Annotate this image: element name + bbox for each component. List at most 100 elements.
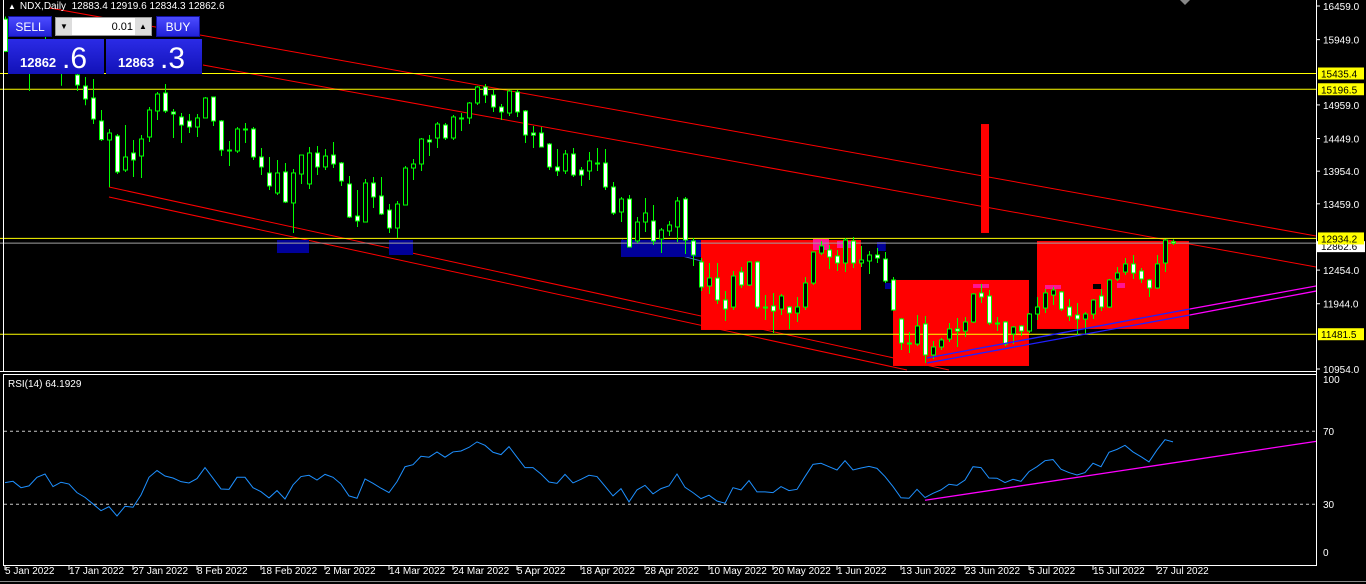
candle[interactable] <box>179 113 184 144</box>
candle[interactable] <box>843 237 848 273</box>
candle[interactable] <box>675 196 680 243</box>
candle[interactable] <box>435 121 440 148</box>
candle[interactable] <box>1067 298 1072 322</box>
candle[interactable] <box>531 126 536 148</box>
candle[interactable] <box>587 151 592 181</box>
candle[interactable] <box>291 169 296 233</box>
candle[interactable] <box>963 316 968 338</box>
candle[interactable] <box>339 162 344 186</box>
candle[interactable] <box>827 244 832 269</box>
candle[interactable] <box>939 338 944 351</box>
candle[interactable] <box>451 115 456 140</box>
zone-rectangle[interactable] <box>877 242 886 251</box>
candle[interactable] <box>899 317 904 351</box>
candle[interactable] <box>283 163 288 203</box>
candle[interactable] <box>683 196 688 255</box>
candle[interactable] <box>1019 325 1024 337</box>
candle[interactable] <box>563 150 568 175</box>
candle[interactable] <box>723 290 728 322</box>
candle[interactable] <box>123 125 128 172</box>
support-trendline[interactable] <box>1189 285 1316 310</box>
candle[interactable] <box>779 293 784 316</box>
candle[interactable] <box>875 248 880 263</box>
candle[interactable] <box>971 292 976 323</box>
candle[interactable] <box>1139 267 1144 284</box>
candle[interactable] <box>459 113 464 132</box>
rsi-panel[interactable] <box>4 430 1317 517</box>
candle[interactable] <box>1123 258 1128 275</box>
candle[interactable] <box>923 315 928 363</box>
candle[interactable] <box>355 189 360 227</box>
candle[interactable] <box>867 250 872 274</box>
candle[interactable] <box>91 78 96 125</box>
candle[interactable] <box>491 90 496 112</box>
candle[interactable] <box>203 96 208 119</box>
candle[interactable] <box>707 262 712 294</box>
support-trendline[interactable] <box>1189 290 1316 316</box>
zone-rectangle[interactable] <box>893 279 1029 366</box>
candle[interactable] <box>643 198 648 232</box>
candle[interactable] <box>555 149 560 176</box>
candle[interactable] <box>955 317 960 347</box>
zone-rectangle[interactable] <box>1117 283 1125 288</box>
candle[interactable] <box>603 149 608 190</box>
candle[interactable] <box>699 258 704 291</box>
candle[interactable] <box>859 245 864 267</box>
candle[interactable] <box>467 102 472 125</box>
candle[interactable] <box>1107 278 1112 309</box>
candle[interactable] <box>635 217 640 243</box>
candle[interactable] <box>323 149 328 170</box>
candle[interactable] <box>891 277 896 311</box>
candle[interactable] <box>99 109 104 141</box>
candle[interactable] <box>755 260 760 310</box>
trendline[interactable] <box>108 186 950 371</box>
candle[interactable] <box>651 205 656 245</box>
zone-rectangle[interactable] <box>981 124 989 233</box>
candle[interactable] <box>443 122 448 140</box>
candle[interactable] <box>163 84 168 114</box>
candle[interactable] <box>195 114 200 138</box>
candle[interactable] <box>883 252 888 284</box>
candle[interactable] <box>1099 289 1104 311</box>
candle[interactable] <box>523 109 528 144</box>
candle[interactable] <box>1059 290 1064 311</box>
candle[interactable] <box>411 158 416 181</box>
candle[interactable] <box>1171 239 1176 246</box>
candle[interactable] <box>315 145 320 176</box>
candle[interactable] <box>115 133 120 175</box>
candle[interactable] <box>307 146 312 189</box>
lot-size-stepper[interactable]: ▼ ▲ <box>55 17 152 36</box>
candle[interactable] <box>1147 278 1152 297</box>
candle[interactable] <box>739 266 744 288</box>
support-trendline[interactable] <box>926 308 1190 359</box>
candle[interactable] <box>835 249 840 272</box>
candle[interactable] <box>347 175 352 219</box>
candle[interactable] <box>259 147 264 176</box>
sell-button[interactable]: SELL <box>8 16 52 37</box>
zone-rectangle[interactable] <box>885 283 893 290</box>
candle[interactable] <box>211 96 216 127</box>
candle[interactable] <box>811 251 816 285</box>
candle[interactable] <box>659 228 664 254</box>
candle[interactable] <box>499 103 504 121</box>
zone-rectangle[interactable] <box>1093 284 1101 290</box>
candle[interactable] <box>483 84 488 104</box>
candle[interactable] <box>931 340 936 359</box>
candle[interactable] <box>427 134 432 157</box>
candle[interactable] <box>691 237 696 267</box>
candle[interactable] <box>907 332 912 353</box>
candle[interactable] <box>1155 254 1160 290</box>
candle[interactable] <box>107 128 112 188</box>
candle[interactable] <box>819 241 824 255</box>
candle[interactable] <box>507 90 512 116</box>
candle[interactable] <box>667 220 672 237</box>
candle[interactable] <box>363 179 368 223</box>
candle[interactable] <box>1011 326 1016 345</box>
rsi-trendline[interactable] <box>924 440 1317 501</box>
candle[interactable] <box>299 154 304 184</box>
candle[interactable] <box>227 140 232 166</box>
candle[interactable] <box>547 143 552 170</box>
candle[interactable] <box>611 181 616 215</box>
candle[interactable] <box>1131 254 1136 279</box>
